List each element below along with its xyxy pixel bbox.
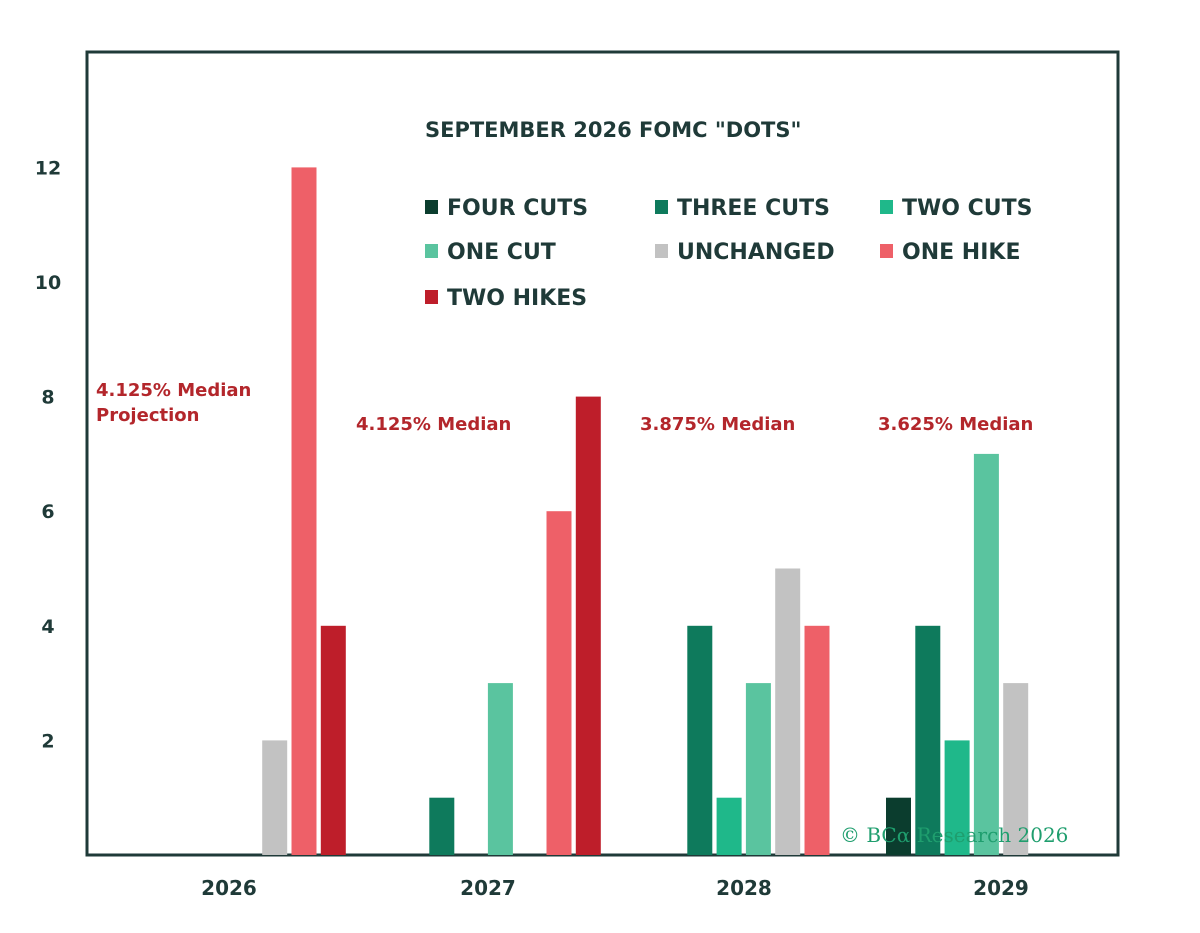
bar-2026-unchanged [262,740,288,855]
bars-layer [262,167,1029,855]
bar-2028-one-cut [745,683,771,855]
axis-layer: 2 4 6 8 10 12 2026 2027 2028 2029 [35,157,1029,900]
bar-2028-two-cuts [716,797,742,855]
y-tick-label: 4 [41,616,54,638]
median-annotation-2028: 3.875% Median [640,414,795,435]
bar-2027-three-cuts [429,797,455,855]
legend-item-one-hike: ONE HIKE [880,240,1020,265]
legend-item-two-cuts: TWO CUTS [880,196,1033,221]
x-tick-label: 2029 [973,876,1029,900]
legend-swatch [655,200,668,214]
legend-label: FOUR CUTS [447,196,588,221]
bar-2027-one-hike [546,511,572,855]
bar-2027-one-cut [487,683,513,855]
median-annotation-2026: 4.125% Median [96,380,251,401]
legend-swatch [425,244,438,258]
bar-2028-unchanged [775,568,801,855]
legend-label: TWO CUTS [902,196,1033,221]
legend-swatch [880,244,893,258]
legend-label: ONE HIKE [902,240,1020,265]
bar-2029-two-cuts [944,740,970,855]
legend-swatch [655,244,668,258]
legend-item-two-hikes: TWO HIKES [425,286,587,311]
median-annotation-2026: Projection [96,405,199,426]
bar-2026-one-hike [291,167,317,855]
legend-item-four-cuts: FOUR CUTS [425,196,588,221]
bar-2029-three-cuts [915,625,941,855]
plot-frame [85,50,1120,857]
legend-label: ONE CUT [447,240,556,265]
x-tick-label: 2028 [716,876,772,900]
legend-item-one-cut: ONE CUT [425,240,556,265]
bar-2026-two-hikes [320,625,346,855]
bar-2027-two-hikes [575,396,601,855]
y-tick-label: 12 [35,157,61,179]
median-annotation-2029: 3.625% Median [878,414,1033,435]
legend-label: THREE CUTS [677,196,830,221]
chart-title: SEPTEMBER 2026 FOMC "DOTS" [425,118,801,142]
legend-item-three-cuts: THREE CUTS [655,196,830,221]
y-tick-label: 6 [41,501,54,523]
bar-2029-four-cuts [886,797,911,855]
bar-2029-unchanged [1003,683,1029,855]
legend-label: UNCHANGED [677,240,835,265]
y-tick-label: 2 [41,730,54,752]
y-tick-label: 8 [41,387,54,409]
legend-swatch [880,200,893,214]
legend-item-unchanged: UNCHANGED [655,240,835,265]
legend-swatch [425,290,438,304]
legend-label: TWO HIKES [447,286,587,311]
y-tick-label: 10 [35,272,61,294]
watermark: © BCα Research 2026 [840,823,1068,847]
median-annotation-2027: 4.125% Median [356,414,511,435]
bar-2028-three-cuts [687,625,713,855]
bar-2029-one-cut [973,453,999,855]
annotations: 4.125% Median Projection 4.125% Median 3.87… [96,380,1033,435]
legend-swatch [425,200,438,214]
x-tick-label: 2027 [460,876,516,900]
legend: FOUR CUTS THREE CUTS TWO CUTS ONE CUT UNCHAN… [425,196,1033,311]
x-tick-label: 2026 [201,876,257,900]
bar-2028-one-hike [804,625,830,855]
